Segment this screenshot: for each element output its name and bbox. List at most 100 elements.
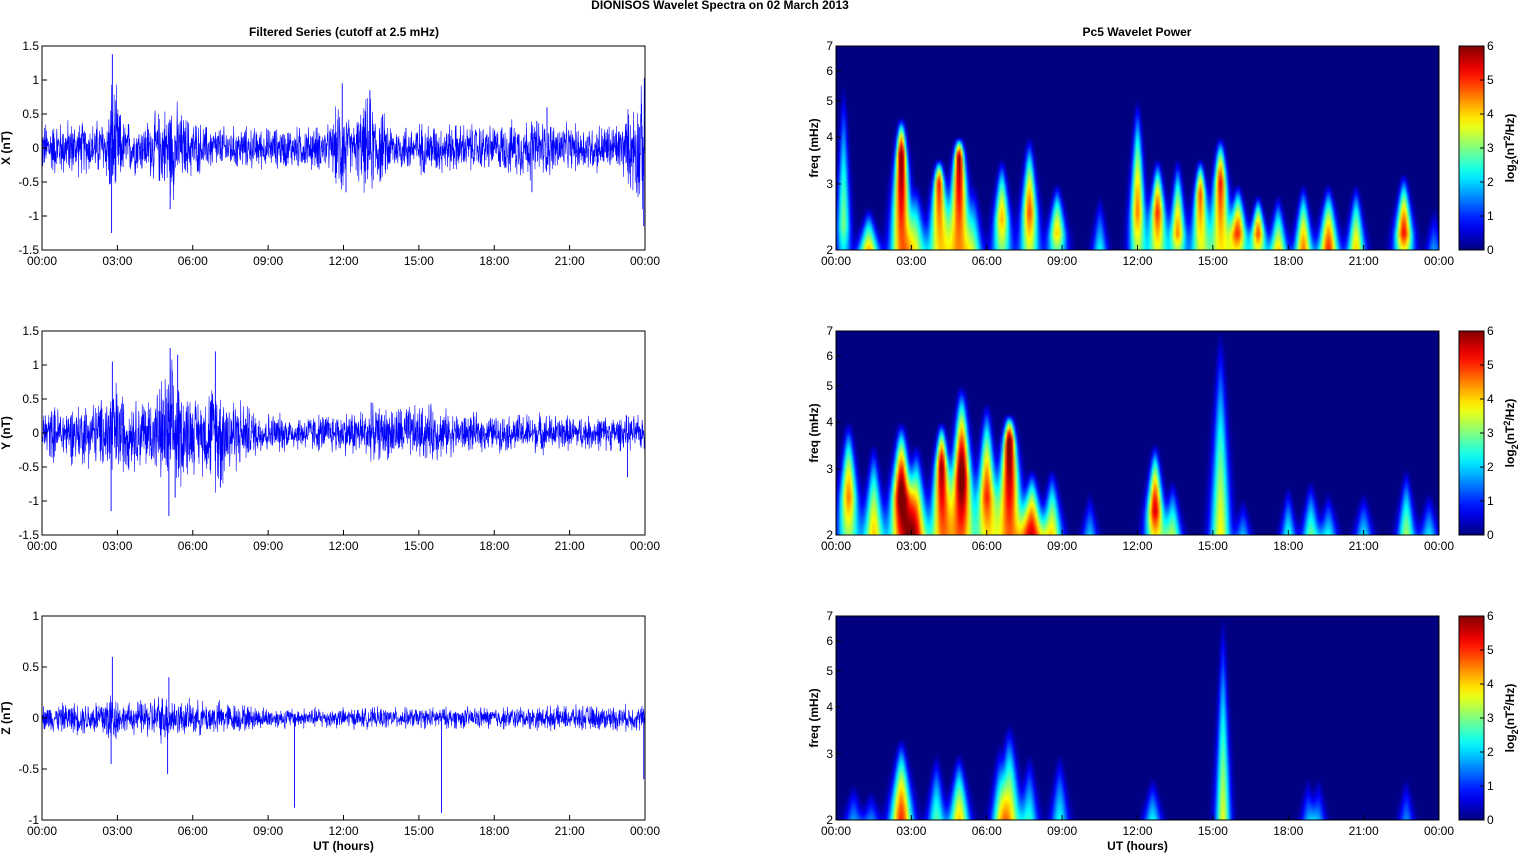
left-column-title: Filtered Series (cutoff at 2.5 mHz): [249, 25, 439, 39]
x-tick-label: 12:00: [1122, 824, 1152, 838]
y-tick-label: -1.5: [18, 243, 39, 257]
x-tick-label: 15:00: [404, 539, 434, 553]
y-tick-label: 2: [826, 813, 833, 827]
y-tick-label: 0: [32, 426, 39, 440]
y-tick-label: 7: [826, 324, 833, 338]
x-tick-label: 12:00: [328, 539, 358, 553]
colorbar-label: log2(nT2/Hz): [1502, 399, 1520, 468]
y-tick-label: 4: [826, 130, 833, 144]
series-line-y: [41, 359, 646, 493]
y-tick-label: 7: [826, 609, 833, 623]
colorbar-tick-label: 4: [1487, 392, 1494, 406]
colorbar-tick-label: 6: [1487, 39, 1494, 53]
y-tick-label: 1: [32, 609, 39, 623]
colorbar-tick-label: 2: [1487, 460, 1494, 474]
x-tick-label: 18:00: [479, 539, 509, 553]
colorbar-tick-label: 6: [1487, 324, 1494, 338]
wavelet-power-image-x: [836, 46, 1439, 250]
colorbar-tick-label: 4: [1487, 677, 1494, 691]
y-axis-label: Z (nT): [0, 701, 13, 734]
x-tick-label: 00:00: [27, 824, 57, 838]
x-tick-label: 18:00: [479, 254, 509, 268]
y-tick-label: 0: [32, 711, 39, 725]
y-tick-label: 6: [826, 64, 833, 78]
x-tick-label: 00:00: [1424, 254, 1454, 268]
y-tick-label: -0.5: [18, 175, 39, 189]
y-tick-label: 1.5: [22, 324, 39, 338]
series-line-z: [41, 695, 646, 744]
x-tick-label: 03:00: [102, 254, 132, 268]
wavelet-panel-z: [835, 615, 1440, 821]
y-axis-label: freq (mHz): [807, 688, 821, 747]
colorbar-tick-label: 5: [1487, 643, 1494, 657]
x-tick-label: 03:00: [102, 824, 132, 838]
y-tick-label: 0.5: [22, 107, 39, 121]
x-tick-label: 06:00: [972, 254, 1002, 268]
x-tick-label: 12:00: [1122, 539, 1152, 553]
x-tick-label: 06:00: [178, 824, 208, 838]
x-tick-label: 12:00: [1122, 254, 1152, 268]
x-tick-label: 21:00: [555, 824, 585, 838]
x-tick-label: 21:00: [1349, 539, 1379, 553]
y-tick-label: -0.5: [18, 762, 39, 776]
x-tick-label: 18:00: [1273, 254, 1303, 268]
x-tick-label: 06:00: [972, 539, 1002, 553]
colorbar-tick-label: 1: [1487, 779, 1494, 793]
colorbar-tick-label: 3: [1487, 711, 1494, 725]
y-axis-label: Y (nT): [0, 416, 13, 450]
y-tick-label: -1.5: [18, 528, 39, 542]
y-tick-label: 1.5: [22, 39, 39, 53]
x-tick-label: 03:00: [896, 824, 926, 838]
x-tick-label: 15:00: [1198, 539, 1228, 553]
x-tick-label: 00:00: [630, 254, 660, 268]
x-tick-label: 06:00: [178, 539, 208, 553]
colorbar-label: log2(nT2/Hz): [1502, 684, 1520, 753]
x-tick-label: 09:00: [1047, 254, 1077, 268]
x-tick-label: 21:00: [555, 254, 585, 268]
x-tick-label: 21:00: [1349, 824, 1379, 838]
x-tick-label: 03:00: [896, 539, 926, 553]
colorbar-tick-label: 0: [1487, 813, 1494, 827]
panels: 1.510.50-0.5-1-1.500:00 03:00 06:00 09:00 12…: [0, 39, 1520, 853]
x-tick-label: 09:00: [253, 254, 283, 268]
x-tick-label: 00:00: [630, 824, 660, 838]
x-tick-label: 09:00: [253, 824, 283, 838]
y-tick-label: 3: [826, 177, 833, 191]
y-tick-label: 1: [32, 73, 39, 87]
y-axis-label: freq (mHz): [807, 118, 821, 177]
x-tick-label: 15:00: [404, 824, 434, 838]
x-tick-label: 18:00: [479, 824, 509, 838]
wavelet-panel-y: [835, 330, 1440, 536]
x-tick-label: 21:00: [1349, 254, 1379, 268]
x-tick-label: 06:00: [972, 824, 1002, 838]
right-column-title: Pc5 Wavelet Power: [1083, 25, 1192, 39]
y-tick-label: 7: [826, 39, 833, 53]
colorbar-label: log2(nT2/Hz): [1502, 114, 1520, 183]
x-tick-label: 09:00: [253, 539, 283, 553]
y-tick-label: -1: [28, 813, 39, 827]
colorbar-tick-label: 0: [1487, 528, 1494, 542]
y-tick-label: 0.5: [22, 392, 39, 406]
y-tick-label: -0.5: [18, 460, 39, 474]
y-tick-label: 2: [826, 528, 833, 542]
colorbar-tick-label: 3: [1487, 426, 1494, 440]
x-tick-label: 12:00: [328, 254, 358, 268]
timeseries-panel-x: [41, 45, 646, 251]
y-tick-label: 3: [826, 462, 833, 476]
y-axis-label: freq (mHz): [807, 403, 821, 462]
figure-title: DIONISOS Wavelet Spectra on 02 March 201…: [591, 0, 849, 12]
x-tick-label: 00:00: [27, 539, 57, 553]
x-tick-label: 03:00: [102, 539, 132, 553]
y-tick-label: 5: [826, 664, 833, 678]
colorbar-y: [1458, 330, 1485, 536]
x-tick-label: 00:00: [821, 824, 851, 838]
x-tick-label: 00:00: [821, 254, 851, 268]
colorbar-tick-label: 4: [1487, 107, 1494, 121]
colorbar-tick-label: 2: [1487, 745, 1494, 759]
y-tick-label: 1: [32, 358, 39, 372]
y-tick-label: -1: [28, 494, 39, 508]
x-tick-label: 09:00: [1047, 539, 1077, 553]
x-tick-label: 00:00: [630, 539, 660, 553]
colorbar-tick-label: 3: [1487, 141, 1494, 155]
